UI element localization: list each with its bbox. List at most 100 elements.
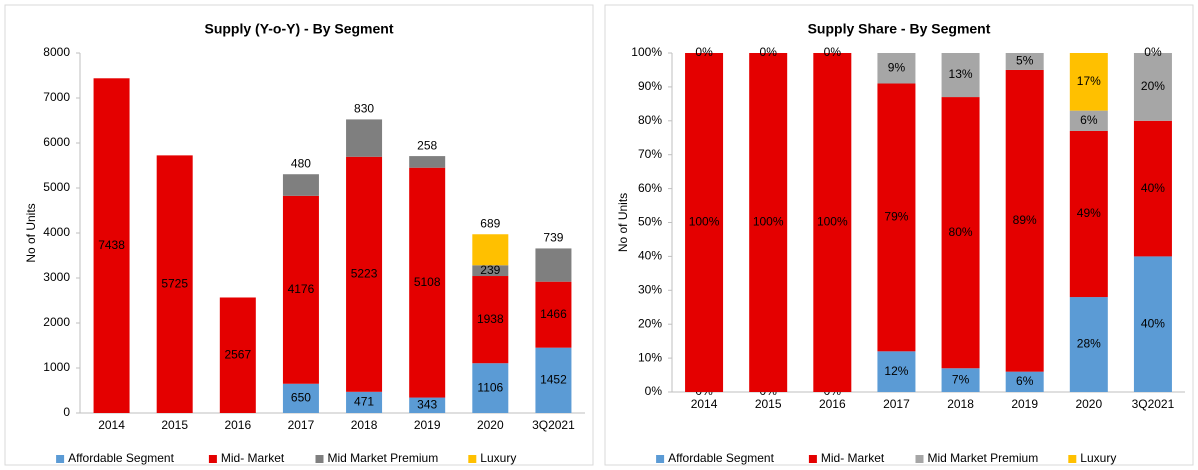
legend-swatch xyxy=(315,455,324,463)
y-tick-label: 4000 xyxy=(43,225,70,239)
data-label: 471 xyxy=(354,395,374,409)
data-label: 89% xyxy=(1013,213,1037,227)
legend-swatch xyxy=(656,455,665,463)
y-tick-label: 80% xyxy=(638,113,662,127)
x-tick-label: 2017 xyxy=(288,418,315,432)
bar-segment xyxy=(1005,69,1044,372)
data-label: 343 xyxy=(417,397,437,411)
y-tick-label: 0 xyxy=(63,405,70,419)
chart-frame xyxy=(604,4,1194,466)
data-label: 5% xyxy=(1016,54,1034,68)
data-label: 6% xyxy=(1080,113,1098,127)
data-label: 5223 xyxy=(351,266,378,280)
x-tick-label: 2018 xyxy=(947,397,974,411)
data-label: 13% xyxy=(949,67,973,81)
legend-swatch xyxy=(208,455,217,463)
bar-segment xyxy=(1133,256,1172,392)
bar-segment xyxy=(877,351,916,392)
y-tick-label: 50% xyxy=(638,215,662,229)
x-tick-label: 2020 xyxy=(1075,397,1102,411)
y-tick-label: 90% xyxy=(638,79,662,93)
bar-segment xyxy=(941,368,980,392)
bar-segment xyxy=(1133,120,1172,257)
x-tick-label: 2016 xyxy=(819,397,846,411)
bar-segment xyxy=(1005,371,1044,392)
data-label: 689 xyxy=(480,216,500,230)
bar-segment xyxy=(941,53,980,98)
data-label: 40% xyxy=(1141,316,1165,330)
data-label: 650 xyxy=(291,391,311,405)
legend-swatch xyxy=(56,455,65,463)
y-tick-label: 5000 xyxy=(43,180,70,194)
bar-segment xyxy=(877,83,916,352)
bar-segment xyxy=(93,78,130,413)
y-tick-label: 7000 xyxy=(43,90,70,104)
data-label: 1452 xyxy=(540,373,567,387)
data-label: 0% xyxy=(824,45,842,59)
y-tick-label: 8000 xyxy=(43,45,70,59)
data-label: 7438 xyxy=(98,238,125,252)
data-label: 79% xyxy=(884,210,908,224)
bar-segment xyxy=(1069,53,1108,111)
x-tick-label: 2018 xyxy=(351,418,378,432)
bar-segment xyxy=(813,53,852,392)
data-label: 6% xyxy=(1016,374,1034,388)
x-tick-label: 2014 xyxy=(691,397,718,411)
bar-segment xyxy=(1069,297,1108,392)
bar-segment xyxy=(409,156,446,168)
y-tick-label: 3000 xyxy=(43,270,70,284)
data-label: 480 xyxy=(291,156,311,170)
data-label: 49% xyxy=(1077,206,1101,220)
chart-title: Supply (Y-o-Y) - By Segment xyxy=(204,21,393,37)
data-label: 12% xyxy=(884,364,908,378)
y-tick-label: 30% xyxy=(638,282,662,296)
bar-segment xyxy=(472,363,509,413)
data-label: 20% xyxy=(1141,79,1165,93)
y-tick-label: 40% xyxy=(638,249,662,263)
y-tick-label: 100% xyxy=(631,45,662,59)
x-tick-label: 2020 xyxy=(477,418,504,432)
legend-label: Mid Market Premium xyxy=(328,451,439,465)
bar-segment xyxy=(1069,110,1108,131)
bar-segment xyxy=(941,97,980,369)
x-tick-label: 3Q2021 xyxy=(532,418,575,432)
x-tick-label: 2017 xyxy=(883,397,910,411)
data-label: 100% xyxy=(753,215,784,229)
legend-swatch xyxy=(808,455,817,463)
bar-segment xyxy=(156,155,193,413)
bar-segment xyxy=(1069,130,1108,298)
legend-swatch xyxy=(1068,455,1077,463)
legend-label: Mid- Market xyxy=(221,451,285,465)
y-tick-label: 10% xyxy=(638,350,662,364)
y-tick-label: 70% xyxy=(638,147,662,161)
data-label: 1106 xyxy=(477,380,503,394)
bar-segment xyxy=(877,53,916,84)
x-tick-label: 2019 xyxy=(414,418,441,432)
data-label: 0% xyxy=(695,45,713,59)
x-tick-label: 2014 xyxy=(98,418,125,432)
y-tick-label: 2000 xyxy=(43,315,70,329)
bar-segment xyxy=(535,347,572,413)
bar-segment xyxy=(409,167,446,398)
bar-segment xyxy=(282,195,319,384)
x-tick-label: 2016 xyxy=(224,418,251,432)
y-tick-label: 60% xyxy=(638,181,662,195)
data-label: 1466 xyxy=(540,307,567,321)
data-label: 80% xyxy=(949,225,973,239)
x-tick-label: 2015 xyxy=(161,418,188,432)
data-label: 830 xyxy=(354,102,374,116)
data-label: 239 xyxy=(480,263,500,277)
y-tick-label: 0% xyxy=(645,384,663,398)
data-label: 7% xyxy=(952,372,970,386)
bar-segment xyxy=(685,53,724,392)
legend-label: Affordable Segment xyxy=(668,451,775,465)
bar-segment xyxy=(472,234,509,266)
x-tick-label: 3Q2021 xyxy=(1132,397,1175,411)
data-label: 0% xyxy=(760,45,778,59)
bar-segment xyxy=(749,53,788,392)
data-label: 28% xyxy=(1077,337,1101,351)
legend-label: Luxury xyxy=(480,451,516,465)
data-label: 9% xyxy=(888,60,906,74)
legend-swatch xyxy=(915,455,924,463)
